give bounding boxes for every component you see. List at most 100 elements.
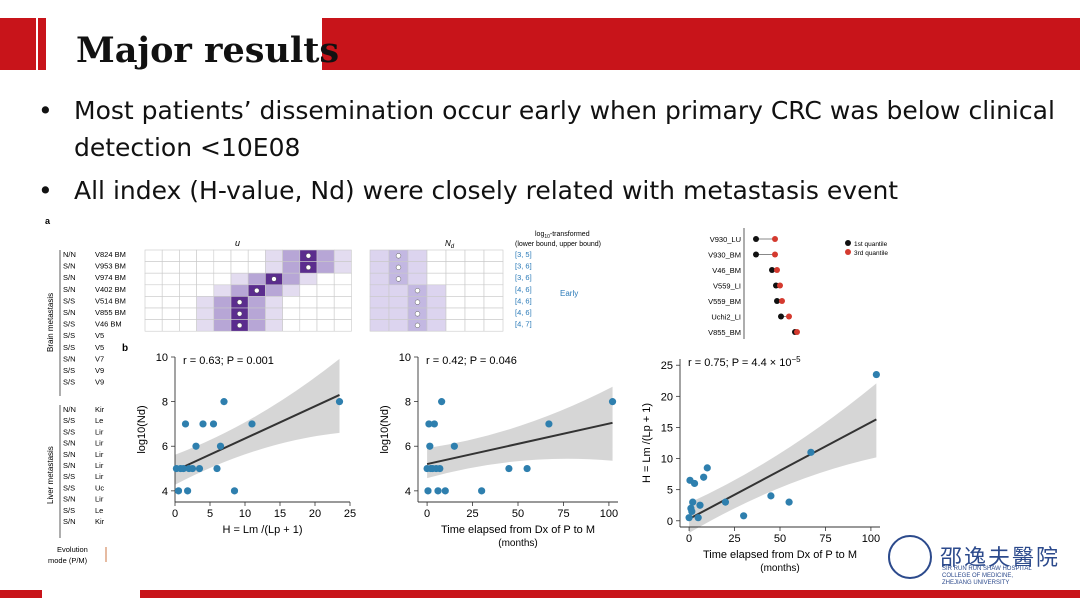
confidence-band xyxy=(175,358,340,485)
hospital-logo-en: SIR RUN RUN SHAW HOSPITAL COLLEGE OF MED… xyxy=(942,566,1032,587)
heatmap-u-cell xyxy=(316,319,335,332)
dumbbell-q3-point xyxy=(794,329,800,335)
y-tick-label: 10 xyxy=(156,352,168,364)
data-point xyxy=(872,370,880,379)
heatmap-u-cell xyxy=(161,296,180,309)
early-label: Early xyxy=(560,289,578,298)
x-tick-label: 20 xyxy=(309,508,321,520)
heatmap-u-cell xyxy=(196,307,215,320)
y-axis-label: log10(Nd) xyxy=(379,405,391,453)
heatmap-u-cell xyxy=(179,249,197,262)
x-tick-label: 5 xyxy=(207,508,213,520)
heatmap-u-cell xyxy=(179,284,197,297)
data-point xyxy=(192,442,200,450)
x-tick-label: 25 xyxy=(466,508,478,520)
data-point xyxy=(230,487,239,495)
heatmap-u-cell xyxy=(282,284,301,297)
confidence-band xyxy=(427,386,613,479)
data-point xyxy=(181,420,190,428)
heatmap-u-cell xyxy=(316,261,335,274)
data-point xyxy=(213,464,221,473)
data-point xyxy=(216,442,225,450)
heatmap-nd-cell xyxy=(407,261,428,274)
heatmap-u-cell xyxy=(196,296,215,309)
brain-group-label: Brain metastasis xyxy=(46,293,55,352)
heatmap-u-cell xyxy=(247,249,266,262)
row-sample-label: Lir xyxy=(95,495,104,504)
heatmap-nd-header: Nd xyxy=(445,239,455,250)
x-axis-label: H = Lm /(Lp + 1) xyxy=(222,524,302,536)
row-sample-label: V5 xyxy=(95,343,104,352)
x-tick-label: 0 xyxy=(172,508,178,520)
row-sample-label: V824 BM xyxy=(95,250,126,259)
bullet-item: • Most patients’ dissemination occur ear… xyxy=(38,92,1058,166)
heatmap-u-cell xyxy=(213,249,232,262)
heatmap-nd-marker xyxy=(395,264,402,271)
dumbbell-q1-point xyxy=(753,251,759,258)
heatmap-u-cell xyxy=(230,261,249,274)
y-tick-label: 10 xyxy=(399,352,411,364)
data-point xyxy=(685,514,693,522)
heatmap-u-cell xyxy=(179,272,197,286)
title-exponent: −5 xyxy=(791,355,801,364)
row-mode-label: S/N xyxy=(63,273,76,282)
dumbbell-q3-point xyxy=(779,298,785,304)
heatmap-u-cell xyxy=(247,261,266,274)
row-sample-label: V953 BM xyxy=(95,262,126,271)
row-mode-label: S/S xyxy=(63,506,75,515)
heatmap-nd-cell xyxy=(369,284,390,297)
dumbbell-q3-point xyxy=(777,282,783,289)
data-point xyxy=(199,420,207,428)
footer-bar xyxy=(140,590,890,598)
dumbbell-q3-point xyxy=(786,313,792,320)
hospital-seal-icon xyxy=(888,535,932,579)
y-tick-label: 8 xyxy=(162,397,168,409)
heatmap-u-cell xyxy=(230,284,249,297)
heatmap-nd-cell xyxy=(388,284,409,297)
heatmap-u-cell xyxy=(179,319,197,332)
heatmap-u-marker xyxy=(237,299,243,305)
heatmap-u-cell xyxy=(316,249,335,262)
x-axis-label-unit: (months) xyxy=(498,538,537,549)
heatmap-nd-cell xyxy=(369,261,390,274)
data-point xyxy=(785,498,793,506)
heatmap-u-cell xyxy=(282,319,301,332)
heatmap-u-cell xyxy=(333,261,352,274)
row-sample-label: V974 BM xyxy=(95,273,126,282)
data-point xyxy=(767,492,775,500)
heatmap-nd-cell xyxy=(445,319,466,332)
heatmap-nd-cell xyxy=(445,249,466,262)
dumbbell-q1-point xyxy=(753,236,759,242)
row-sample-label: Kir xyxy=(95,517,105,526)
row-sample-label: V402 BM xyxy=(95,285,126,294)
bullet-item: • All index (H-value, Nd) were closely r… xyxy=(38,172,1058,209)
dumbbell-q3-point xyxy=(772,236,778,242)
data-point xyxy=(523,464,531,473)
row-mode-label: S/N xyxy=(63,354,76,363)
heatmap-u-cell xyxy=(196,261,215,274)
data-point xyxy=(426,442,434,450)
data-point xyxy=(545,420,553,428)
row-mode-label: S/N xyxy=(63,450,76,459)
x-tick-label: 50 xyxy=(774,533,786,545)
heatmap-u-cell xyxy=(333,272,352,286)
row-mode-label: S/S xyxy=(63,296,75,305)
chart-title: r = 0.75; P = 4.4 × 10−5 xyxy=(688,355,801,369)
heatmap-u-cell xyxy=(213,261,232,274)
row-mode-label: N/N xyxy=(63,250,76,259)
heatmap-u-cell xyxy=(316,272,335,286)
row-sample-label: V855 BM xyxy=(95,308,126,317)
row-bound-label: [3, 6] xyxy=(515,262,532,271)
heatmap-u-cell xyxy=(230,272,249,286)
data-point xyxy=(688,507,696,516)
row-bound-label: [4, 7] xyxy=(515,320,532,329)
heatmap-u-cell xyxy=(265,284,283,297)
row-mode-label: S/N xyxy=(63,308,76,317)
heatmap-u-marker xyxy=(271,276,277,282)
title-accent-bar xyxy=(0,18,36,70)
dumbbell-label: V930_LU xyxy=(710,235,741,244)
row-sample-label: V514 BM xyxy=(95,296,126,305)
row-mode-label: S/N xyxy=(63,285,76,294)
data-point xyxy=(438,398,446,406)
heatmap-nd-cell xyxy=(426,249,447,262)
